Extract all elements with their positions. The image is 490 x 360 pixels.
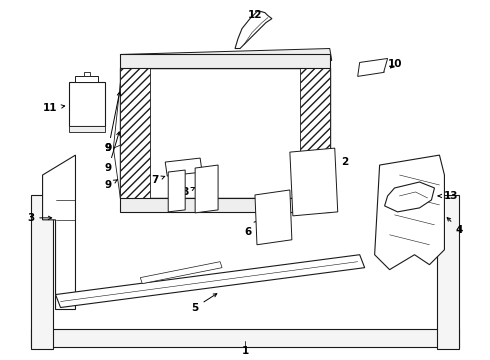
Bar: [300, 68, 330, 198]
Text: 10: 10: [387, 59, 402, 69]
Bar: [121, 68, 330, 198]
Bar: [121, 68, 150, 198]
Text: 9: 9: [105, 132, 120, 173]
Text: 7: 7: [151, 175, 165, 185]
Polygon shape: [69, 126, 105, 132]
Polygon shape: [55, 255, 365, 307]
Polygon shape: [121, 190, 332, 210]
Text: 11: 11: [43, 103, 65, 113]
Polygon shape: [165, 158, 202, 176]
Bar: [438, 195, 460, 349]
Polygon shape: [121, 49, 332, 67]
Polygon shape: [235, 11, 272, 49]
Text: 3: 3: [27, 213, 51, 223]
Polygon shape: [195, 165, 218, 213]
Polygon shape: [43, 155, 75, 310]
Text: 5: 5: [192, 294, 217, 312]
Bar: [30, 329, 460, 347]
Polygon shape: [255, 190, 292, 245]
Polygon shape: [375, 155, 444, 270]
Text: 8: 8: [182, 187, 195, 197]
Bar: [121, 54, 330, 68]
Text: 4: 4: [447, 217, 463, 235]
Polygon shape: [385, 182, 435, 212]
Polygon shape: [168, 170, 185, 212]
Polygon shape: [140, 262, 222, 284]
Text: 9: 9: [105, 143, 112, 153]
Text: 9: 9: [105, 92, 121, 153]
Text: 9: 9: [105, 180, 117, 190]
Polygon shape: [75, 76, 98, 82]
Text: 13: 13: [438, 191, 459, 201]
Text: 12: 12: [248, 10, 262, 20]
Polygon shape: [84, 72, 91, 76]
Text: 1: 1: [242, 346, 248, 356]
Polygon shape: [69, 82, 105, 126]
Text: 2: 2: [316, 157, 348, 172]
Bar: [121, 198, 330, 212]
Polygon shape: [358, 58, 388, 76]
Polygon shape: [290, 148, 338, 216]
Bar: [30, 195, 52, 349]
Text: 6: 6: [245, 221, 257, 237]
